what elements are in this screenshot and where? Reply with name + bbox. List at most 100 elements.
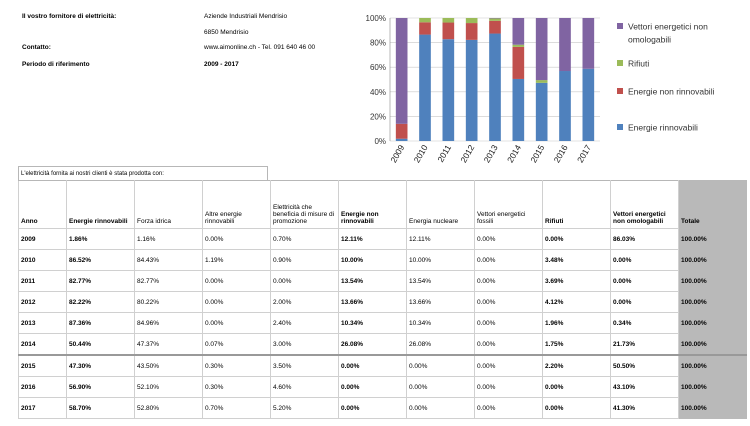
column-header: Vettori energetici fossili [474, 180, 543, 229]
table-cell: 47.30% [66, 354, 135, 377]
table-cell: 3.48% [542, 249, 611, 271]
column-header: Altre energie rinnovabili [202, 180, 271, 229]
bar-segment [582, 68, 595, 141]
table-cell: 82.22% [66, 291, 135, 313]
bar-segment [512, 18, 525, 45]
table-caption: L'elettricità fornita ai nostri clienti … [18, 166, 268, 180]
bar-segment [442, 39, 455, 141]
legend-label: Energie non rinnovabili [628, 87, 715, 97]
legend-label: Rifiuti [628, 59, 649, 69]
table-cell: 0.00% [542, 228, 611, 250]
table-cell: 86.03% [610, 228, 679, 250]
table-cell: 0.00% [338, 397, 407, 419]
table-row: 2013 87.36% 84.96% 0.00% 2.40% 10.34% 10.34% 0.… [18, 312, 747, 334]
table-cell: 13.66% [338, 291, 407, 313]
bar-segment [535, 82, 548, 141]
table-cell: 0.00% [474, 228, 543, 250]
table-cell: 1.75% [542, 333, 611, 356]
table-cell: 21.73% [610, 333, 679, 356]
table-cell: 47.37% [134, 333, 203, 356]
table-row: 2012 82.22% 80.22% 0.00% 2.00% 13.66% 13.66% 0.… [18, 291, 747, 313]
table-cell: 0.00% [542, 397, 611, 419]
table-cell: 82.77% [66, 270, 135, 292]
legend-label: omologabili [628, 35, 671, 45]
table-row: 2017 58.70% 52.80% 0.70% 5.20% 0.00% 0.00% 0.00… [18, 397, 747, 419]
table-cell: 13.66% [406, 291, 475, 313]
table-cell: 0.00% [406, 354, 475, 377]
legend-label: Vettori energetici non [628, 22, 708, 32]
table-cell: 0.00% [610, 270, 679, 292]
bar-segment [559, 71, 571, 141]
y-tick-label: 0% [374, 137, 386, 146]
table-cell: 10.34% [406, 312, 475, 334]
bar-segment [419, 18, 431, 23]
contact-value: www.aimonline.ch - Tel. 091 640 46 00 [204, 44, 316, 51]
y-tick-label: 80% [370, 39, 386, 48]
table-row: 2010 86.52% 84.43% 1.19% 0.90% 10.00% 10.00% 0.… [18, 249, 747, 271]
legend-swatch [617, 124, 623, 130]
table-cell: 2010 [18, 249, 67, 271]
legend-swatch [617, 60, 623, 66]
x-tick-label: 2014 [505, 143, 523, 165]
contact-label: Contatto: [22, 44, 51, 51]
table-cell: 50.50% [610, 354, 679, 377]
x-tick-label: 2009 [388, 143, 406, 165]
table-cell: 4.60% [270, 376, 339, 398]
table-cell: 100.00% [678, 333, 747, 356]
table-cell: 100.00% [678, 312, 747, 334]
table-cell: 12.11% [406, 228, 475, 250]
table-cell: 26.08% [338, 333, 407, 356]
table-cell: 0.00% [610, 249, 679, 271]
table-cell: 86.52% [66, 249, 135, 271]
table-cell: 0.30% [202, 376, 271, 398]
table-cell: 2009 [18, 228, 67, 250]
bar-segment [512, 46, 525, 79]
table-cell: 0.00% [406, 376, 475, 398]
table-cell: 12.11% [338, 228, 407, 250]
column-header: Anno [18, 180, 67, 229]
column-header: Energie non rinnovabili [338, 180, 407, 229]
table-cell: 2013 [18, 312, 67, 334]
table-cell: 2.20% [542, 354, 611, 377]
table-cell: 2012 [18, 291, 67, 313]
table-cell: 1.16% [134, 228, 203, 250]
table-cell: 2017 [18, 397, 67, 419]
table-cell: 0.00% [202, 228, 271, 250]
table-cell: 26.08% [406, 333, 475, 356]
table-cell: 100.00% [678, 376, 747, 398]
column-header: Rifiuti [542, 180, 611, 229]
y-tick-label: 60% [370, 63, 386, 72]
y-tick-label: 100% [366, 14, 386, 23]
table-cell: 0.70% [202, 397, 271, 419]
table-cell: 2014 [18, 333, 67, 356]
bar-segment [465, 23, 478, 40]
x-tick-label: 2015 [528, 143, 546, 165]
bar-segment [395, 138, 408, 141]
column-header: Energie rinnovabili [66, 180, 135, 229]
bar-segment [419, 34, 431, 141]
table-cell: 0.00% [474, 249, 543, 271]
table-cell: 80.22% [134, 291, 203, 313]
table-cell: 100.00% [678, 397, 747, 419]
table-cell: 43.10% [610, 376, 679, 398]
table-cell: 2.40% [270, 312, 339, 334]
table-cell: 1.19% [202, 249, 271, 271]
x-tick-label: 2010 [412, 143, 430, 165]
table-cell: 0.00% [474, 312, 543, 334]
table-cell: 0.00% [474, 376, 543, 398]
x-tick-label: 2017 [575, 143, 593, 165]
table-cell: 56.90% [66, 376, 135, 398]
x-tick-label: 2016 [552, 143, 570, 165]
table-cell: 84.43% [134, 249, 203, 271]
table-cell: 3.50% [270, 354, 339, 377]
table-cell: 2.00% [270, 291, 339, 313]
table-row: 2016 56.90% 52.10% 0.30% 4.60% 0.00% 0.00% 0.00… [18, 376, 747, 398]
table-row: 2011 82.77% 82.77% 0.00% 0.00% 13.54% 13.54% 0.… [18, 270, 747, 292]
column-header: Elettricità che beneficia di misure di p… [270, 180, 339, 229]
table-cell: 0.00% [406, 397, 475, 419]
x-tick-label: 2011 [435, 143, 453, 164]
stacked-bar-chart: 0% 20% 40% 60% 80% 100% 2009 2010 2011 2012 2013 20… [366, 14, 715, 165]
bar-segment [582, 18, 595, 69]
table-cell: 2011 [18, 270, 67, 292]
table-cell: 1.96% [542, 312, 611, 334]
